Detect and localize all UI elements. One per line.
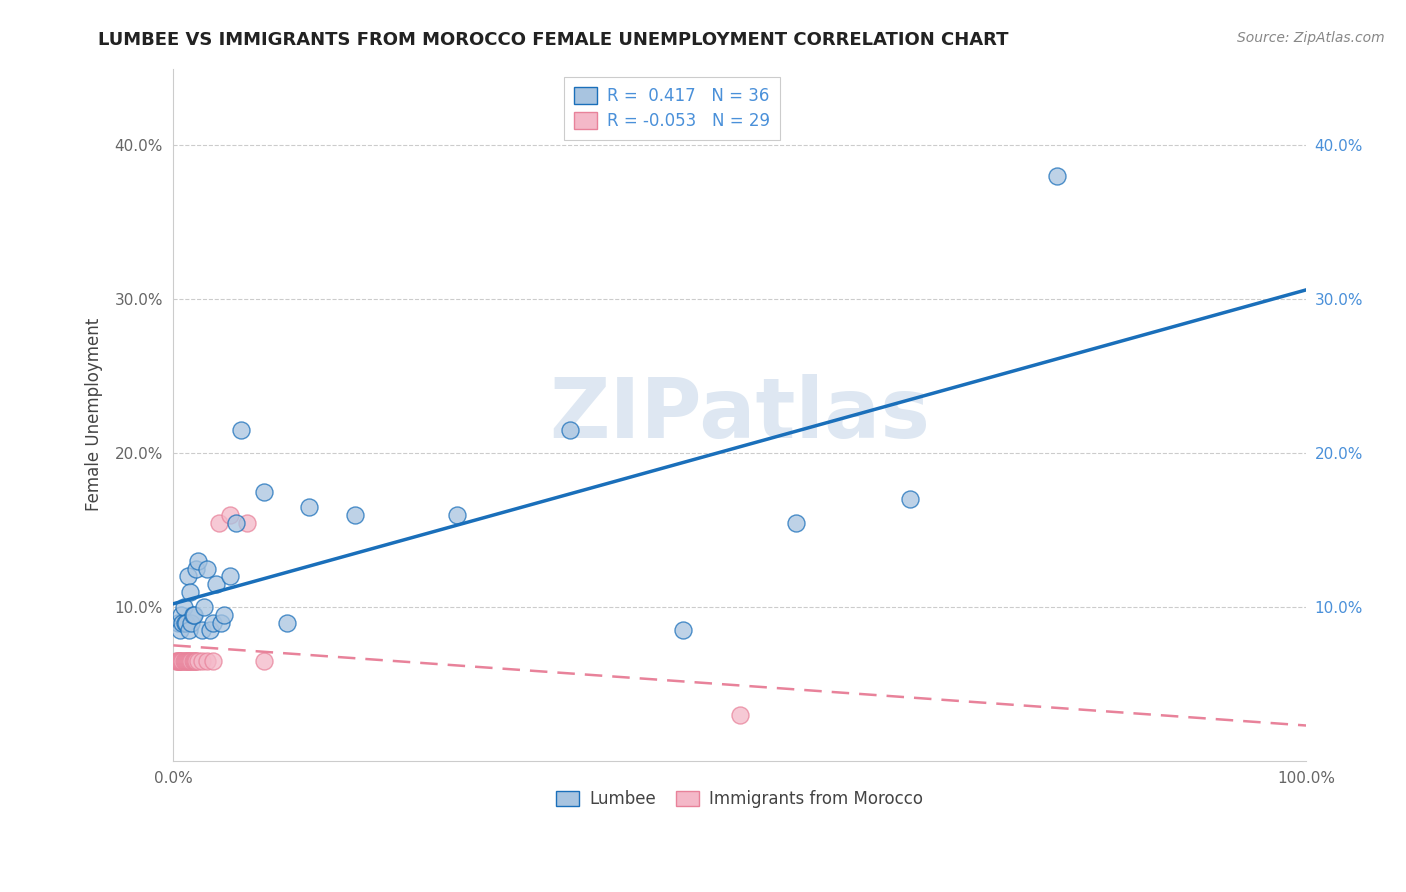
Point — [198, 624, 221, 638]
Point — [208, 516, 231, 530]
Point — [201, 615, 224, 630]
Point — [174, 654, 197, 668]
Point — [183, 654, 205, 668]
Point — [225, 516, 247, 530]
Point — [179, 654, 201, 668]
Point — [190, 624, 212, 638]
Point — [173, 654, 195, 668]
Point — [180, 615, 202, 630]
Point — [166, 654, 188, 668]
Point — [172, 654, 194, 668]
Point — [187, 554, 209, 568]
Text: LUMBEE VS IMMIGRANTS FROM MOROCCO FEMALE UNEMPLOYMENT CORRELATION CHART: LUMBEE VS IMMIGRANTS FROM MOROCCO FEMALE… — [98, 31, 1010, 49]
Point — [253, 654, 276, 668]
Point — [173, 654, 195, 668]
Point — [785, 516, 807, 530]
Point — [170, 654, 193, 668]
Text: ZIPatlas: ZIPatlas — [550, 375, 931, 455]
Point — [177, 569, 200, 583]
Point — [173, 600, 195, 615]
Point — [236, 516, 259, 530]
Point — [166, 654, 188, 668]
Point — [165, 654, 187, 668]
Point — [184, 562, 207, 576]
Point — [173, 615, 195, 630]
Point — [209, 615, 232, 630]
Point — [167, 654, 190, 668]
Point — [672, 624, 695, 638]
Point — [195, 562, 218, 576]
Point — [231, 423, 253, 437]
Legend: Lumbee, Immigrants from Morocco: Lumbee, Immigrants from Morocco — [550, 784, 929, 815]
Point — [898, 492, 921, 507]
Point — [205, 577, 228, 591]
Point — [180, 654, 202, 668]
Point — [184, 654, 207, 668]
Point — [169, 624, 191, 638]
Point — [298, 500, 321, 515]
Point — [176, 654, 198, 668]
Point — [276, 615, 298, 630]
Point — [179, 624, 201, 638]
Point — [166, 615, 188, 630]
Point — [179, 584, 201, 599]
Point — [170, 607, 193, 622]
Point — [193, 600, 215, 615]
Point — [201, 654, 224, 668]
Point — [195, 654, 218, 668]
Point — [181, 607, 204, 622]
Point — [174, 615, 197, 630]
Point — [343, 508, 366, 522]
Point — [728, 707, 751, 722]
Point — [167, 654, 190, 668]
Point — [184, 654, 207, 668]
Point — [219, 569, 242, 583]
Point — [219, 508, 242, 522]
Point — [446, 508, 468, 522]
Point — [181, 654, 204, 668]
Point — [1046, 169, 1069, 184]
Point — [172, 615, 194, 630]
Text: Source: ZipAtlas.com: Source: ZipAtlas.com — [1237, 31, 1385, 45]
Point — [253, 484, 276, 499]
Point — [169, 654, 191, 668]
Point — [177, 654, 200, 668]
Point — [183, 607, 205, 622]
Point — [190, 654, 212, 668]
Point — [558, 423, 581, 437]
Point — [179, 654, 201, 668]
Point — [214, 607, 236, 622]
Point — [187, 654, 209, 668]
Y-axis label: Female Unemployment: Female Unemployment — [86, 318, 103, 511]
